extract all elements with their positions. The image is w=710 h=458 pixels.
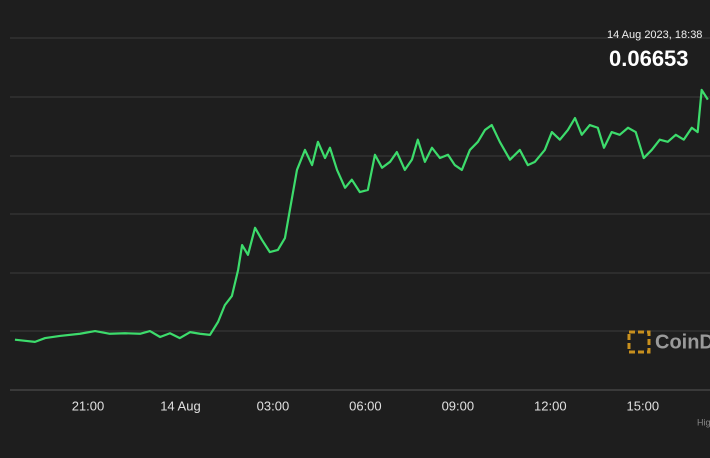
- header-time: 14 Aug 2023, 18:38: [607, 29, 702, 41]
- x-tick-label: 15:00: [627, 398, 660, 413]
- price-line: [14, 88, 709, 343]
- x-tick-label: 03:00: [257, 398, 290, 413]
- watermark-icon: [627, 330, 651, 354]
- x-tick-label: 12:00: [534, 398, 567, 413]
- grid: [10, 37, 710, 391]
- footer-note: Hig: [697, 417, 710, 427]
- header-price: 0.06653: [609, 46, 689, 71]
- x-tick-label: 06:00: [349, 398, 382, 413]
- watermark-text: CoinD: [655, 331, 710, 353]
- x-tick-label: 14 Aug: [160, 398, 201, 413]
- watermark: CoinD: [627, 330, 710, 354]
- x-tick-label: 21:00: [72, 398, 105, 413]
- x-tick-label: 09:00: [442, 398, 475, 413]
